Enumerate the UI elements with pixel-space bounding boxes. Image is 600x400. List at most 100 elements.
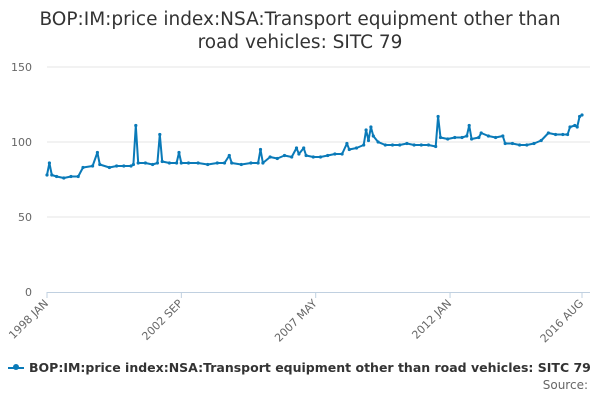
data-point: [486, 134, 490, 138]
data-point: [275, 156, 279, 161]
data-point: [568, 125, 572, 129]
data-point: [50, 173, 54, 177]
data-point: [196, 161, 200, 165]
data-point: [107, 165, 111, 170]
data-point: [566, 132, 570, 137]
data-series: [45, 113, 584, 180]
data-point: [167, 161, 171, 165]
data-point: [215, 161, 219, 165]
data-point: [366, 138, 371, 143]
data-point: [438, 135, 443, 140]
data-point: [206, 162, 210, 167]
data-point: [501, 134, 505, 138]
data-point: [76, 174, 80, 179]
data-point: [390, 143, 395, 147]
data-point: [136, 161, 140, 165]
data-point: [518, 143, 522, 147]
data-point: [369, 125, 373, 129]
data-point: [412, 143, 416, 147]
data-point: [318, 155, 323, 159]
x-tick-label: 2012 JAN: [409, 297, 454, 342]
data-point: [546, 131, 551, 135]
data-point: [294, 146, 299, 150]
data-point: [525, 143, 529, 147]
data-point: [297, 152, 301, 156]
data-point: [554, 132, 558, 137]
y-tick-label: 150: [11, 61, 32, 74]
data-point: [258, 147, 263, 152]
data-point: [143, 161, 147, 165]
data-point: [503, 141, 507, 146]
data-point: [347, 147, 351, 152]
data-point: [55, 174, 59, 179]
data-point: [467, 123, 471, 128]
legend-label: BOP:IM:price index:NSA:Transport equipme…: [29, 360, 591, 375]
data-point: [155, 161, 159, 165]
data-point: [160, 159, 164, 164]
data-point: [446, 137, 450, 141]
data-point: [131, 162, 135, 167]
data-point: [134, 123, 138, 128]
data-point: [575, 125, 579, 129]
data-point: [362, 143, 366, 147]
data-point: [465, 134, 469, 138]
data-point: [383, 143, 387, 147]
data-point: [573, 123, 577, 128]
data-point: [62, 176, 66, 180]
data-point: [479, 131, 483, 135]
data-point: [230, 161, 234, 165]
x-tick-label: 1998 JAN: [6, 297, 51, 342]
data-point: [539, 138, 543, 143]
data-point: [561, 132, 565, 137]
x-tick-label: 2016 AUG: [538, 297, 587, 346]
data-point: [95, 150, 99, 155]
data-point: [340, 152, 344, 156]
data-point: [129, 164, 133, 168]
data-point: [345, 141, 349, 146]
data-point: [398, 143, 402, 147]
data-point: [179, 161, 183, 165]
data-point: [510, 141, 514, 146]
y-tick-label: 0: [25, 286, 32, 299]
x-axis: 1998 JAN 2002 SEP 2007 MAY 2012 JAN 2016 AUG: [6, 292, 590, 345]
data-point: [239, 162, 243, 167]
source-label: Source:: [542, 378, 588, 392]
data-point: [532, 141, 536, 146]
data-point: [158, 132, 162, 137]
data-point: [47, 161, 52, 165]
data-point: [115, 164, 119, 168]
data-point: [69, 174, 73, 179]
data-point: [460, 135, 464, 140]
y-axis-ticks: 0 50 100 150: [11, 61, 32, 299]
data-point: [376, 140, 380, 144]
legend[interactable]: BOP:IM:price index:NSA:Transport equipme…: [8, 360, 591, 375]
chart-title-line-2: road vehicles: SITC 79: [197, 32, 403, 53]
data-point: [186, 161, 191, 165]
data-point: [311, 155, 315, 159]
data-point: [177, 150, 181, 155]
data-point: [354, 146, 359, 150]
data-point: [326, 153, 330, 158]
chart-title-line-1: BOP:IM:price index:NSA:Transport equipme…: [39, 9, 561, 30]
data-point: [91, 164, 95, 168]
legend-line-marker-icon: [8, 363, 24, 370]
data-point: [45, 173, 49, 177]
data-point: [227, 153, 231, 158]
data-point: [477, 135, 481, 140]
y-tick-label: 50: [18, 211, 32, 224]
data-point: [175, 161, 179, 165]
data-point: [256, 161, 260, 165]
data-point: [304, 153, 308, 158]
data-point: [249, 161, 253, 165]
data-point: [434, 144, 438, 149]
data-point: [122, 164, 126, 168]
data-point: [405, 141, 409, 146]
data-point: [580, 113, 584, 117]
data-point: [261, 161, 265, 165]
data-point: [578, 114, 582, 119]
x-tick-label: 2007 MAY: [272, 297, 320, 345]
data-point: [470, 137, 474, 141]
data-point: [81, 165, 85, 170]
data-point: [364, 128, 368, 132]
